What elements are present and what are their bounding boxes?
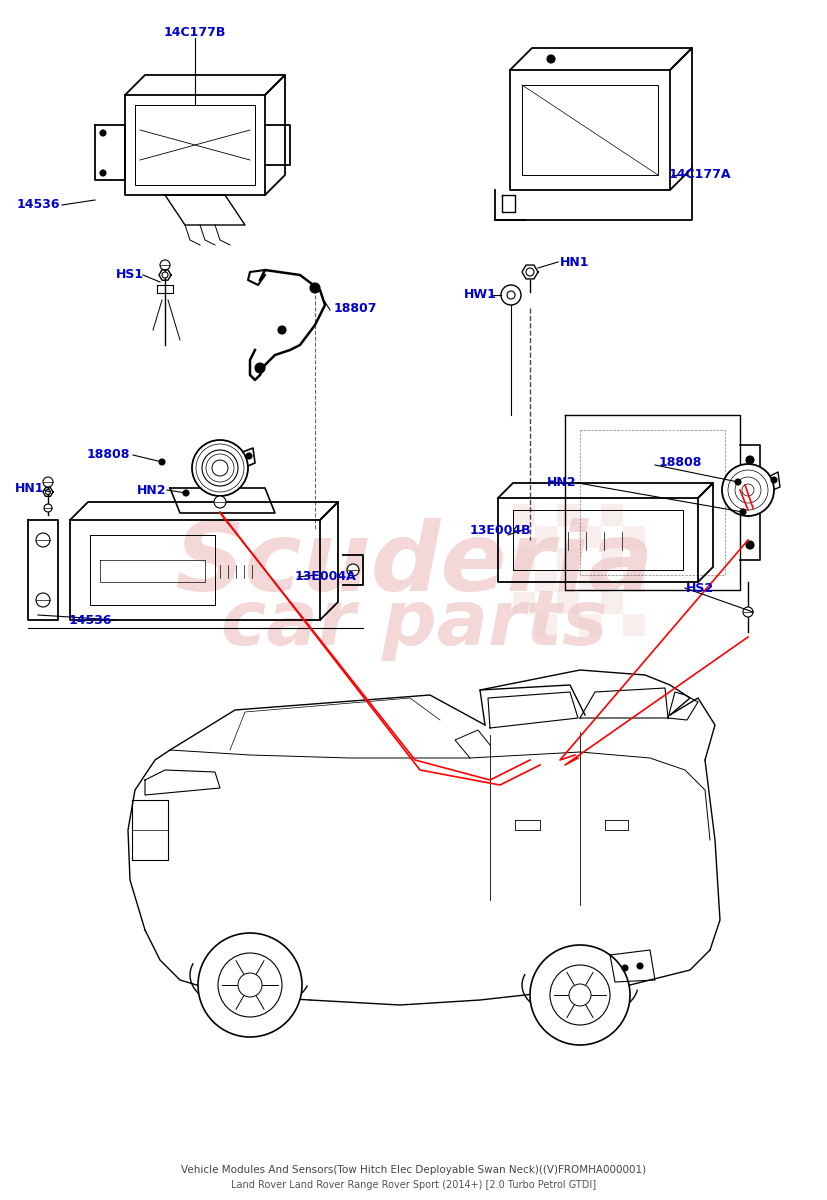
Circle shape bbox=[183, 490, 189, 496]
Text: 14536: 14536 bbox=[68, 613, 112, 626]
Bar bbox=[579, 526, 600, 548]
Bar bbox=[600, 548, 623, 570]
Text: Land Rover Land Rover Range Rover Sport (2014+) [2.0 Turbo Petrol GTDI]: Land Rover Land Rover Range Rover Sport … bbox=[232, 1180, 595, 1190]
Circle shape bbox=[525, 268, 533, 276]
Bar bbox=[623, 570, 644, 592]
Text: HN2: HN2 bbox=[547, 476, 576, 490]
Text: HS2: HS2 bbox=[685, 582, 713, 594]
Circle shape bbox=[745, 456, 753, 464]
Circle shape bbox=[159, 458, 165, 464]
Text: HN2: HN2 bbox=[137, 484, 166, 497]
Bar bbox=[513, 592, 535, 614]
Circle shape bbox=[734, 479, 740, 485]
Bar bbox=[513, 504, 535, 526]
Bar bbox=[535, 526, 557, 548]
Bar bbox=[579, 570, 600, 592]
Circle shape bbox=[721, 464, 773, 516]
Circle shape bbox=[529, 946, 629, 1045]
Bar bbox=[513, 548, 535, 570]
Circle shape bbox=[568, 984, 590, 1006]
Circle shape bbox=[506, 290, 514, 299]
Circle shape bbox=[500, 284, 520, 305]
Bar bbox=[557, 504, 579, 526]
Circle shape bbox=[43, 476, 53, 487]
Circle shape bbox=[213, 496, 226, 508]
Circle shape bbox=[549, 965, 609, 1025]
Circle shape bbox=[44, 504, 52, 512]
Bar bbox=[600, 504, 623, 526]
Circle shape bbox=[770, 476, 776, 482]
Circle shape bbox=[636, 962, 643, 970]
Circle shape bbox=[246, 452, 251, 458]
Circle shape bbox=[621, 965, 627, 971]
Text: Scuderia: Scuderia bbox=[174, 517, 653, 611]
Bar bbox=[557, 548, 579, 570]
Text: 14C177B: 14C177B bbox=[164, 25, 226, 38]
Circle shape bbox=[198, 934, 302, 1037]
Text: HS1: HS1 bbox=[116, 269, 144, 282]
Bar bbox=[579, 614, 600, 636]
Text: car parts: car parts bbox=[220, 587, 607, 661]
Text: 14536: 14536 bbox=[17, 198, 60, 211]
Bar bbox=[535, 570, 557, 592]
Text: Vehicle Modules And Sensors(Tow Hitch Elec Deployable Swan Neck)((V)FROMHA000001: Vehicle Modules And Sensors(Tow Hitch El… bbox=[181, 1165, 646, 1175]
Circle shape bbox=[202, 450, 237, 486]
Circle shape bbox=[255, 362, 265, 373]
Circle shape bbox=[309, 283, 319, 293]
Circle shape bbox=[739, 509, 745, 515]
Circle shape bbox=[347, 564, 359, 576]
Circle shape bbox=[162, 272, 168, 278]
Circle shape bbox=[212, 460, 227, 476]
Bar bbox=[535, 614, 557, 636]
Circle shape bbox=[547, 55, 554, 62]
Text: HW1: HW1 bbox=[463, 288, 496, 301]
Bar bbox=[623, 614, 644, 636]
Bar bbox=[557, 592, 579, 614]
Circle shape bbox=[278, 326, 285, 334]
Circle shape bbox=[36, 593, 50, 607]
Text: 14C177A: 14C177A bbox=[668, 168, 730, 181]
Text: 13E004B: 13E004B bbox=[469, 523, 530, 536]
Text: HN1: HN1 bbox=[560, 256, 589, 269]
Circle shape bbox=[745, 541, 753, 550]
Circle shape bbox=[237, 973, 261, 997]
Circle shape bbox=[36, 533, 50, 547]
Circle shape bbox=[100, 130, 106, 136]
Circle shape bbox=[100, 170, 106, 176]
Text: 18808: 18808 bbox=[657, 456, 700, 469]
Text: 18808: 18808 bbox=[86, 449, 130, 462]
Bar bbox=[600, 592, 623, 614]
Circle shape bbox=[45, 490, 50, 494]
Text: 18807: 18807 bbox=[332, 301, 376, 314]
Text: HN1: HN1 bbox=[15, 481, 45, 494]
Bar bbox=[623, 526, 644, 548]
Circle shape bbox=[742, 607, 752, 617]
Circle shape bbox=[218, 953, 282, 1018]
Text: 13E004A: 13E004A bbox=[294, 570, 356, 583]
Circle shape bbox=[192, 440, 248, 496]
Circle shape bbox=[160, 260, 170, 270]
